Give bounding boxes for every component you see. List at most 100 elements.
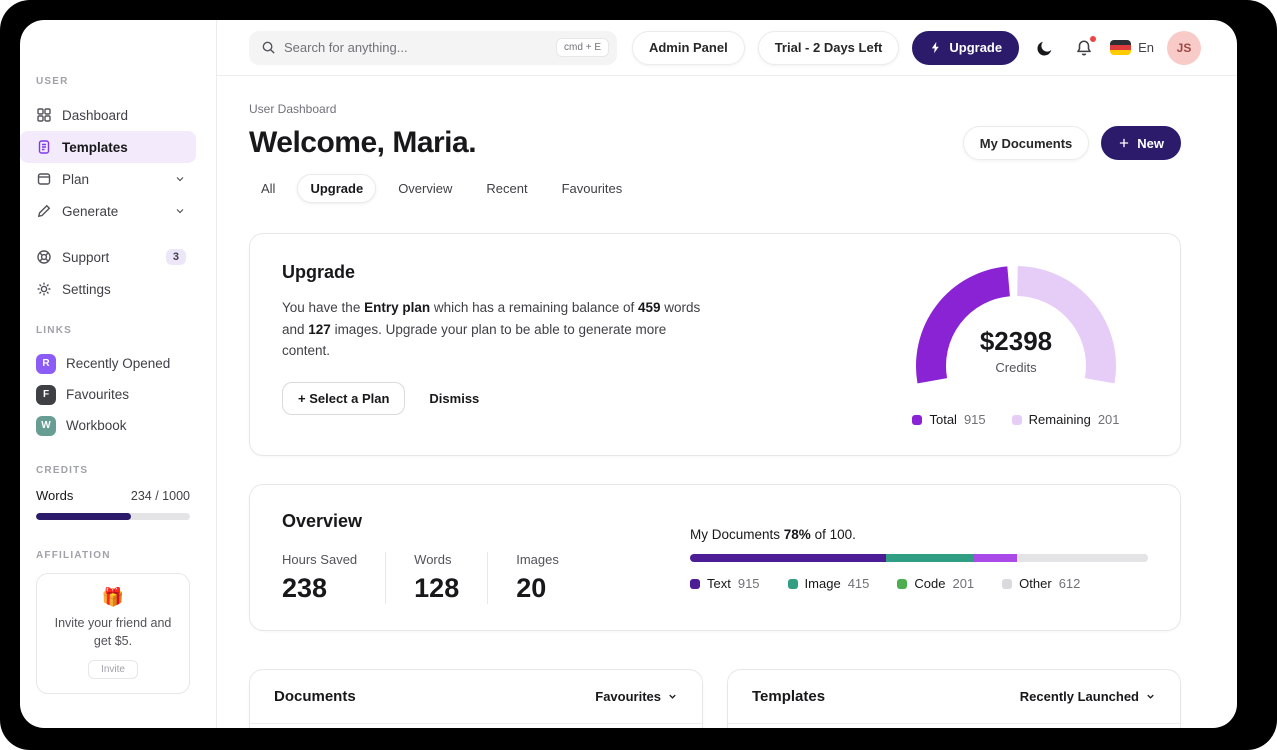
search-input[interactable]: [284, 40, 549, 55]
link-avatar: W: [36, 415, 56, 436]
link-label: Favourites: [66, 387, 130, 402]
language-label: En: [1138, 40, 1154, 55]
new-button[interactable]: New: [1101, 126, 1181, 160]
sidebar-item-label: Plan: [62, 171, 90, 187]
notification-dot: [1090, 35, 1097, 42]
template-list-item[interactable]: Blog Post Title in Workbook: [728, 724, 1180, 728]
documents-progress-title: My Documents 78% of 100.: [690, 527, 856, 542]
sidebar-link-recently-opened[interactable]: R Recently Opened: [20, 348, 206, 379]
legend-swatch: [912, 414, 923, 425]
templates-filter-dropdown[interactable]: Recently Launched: [1020, 689, 1156, 704]
overview-stats: Hours Saved 238 Words 128 Images 20: [282, 552, 642, 604]
stat-value: 128: [414, 573, 460, 603]
dark-mode-toggle[interactable]: [1032, 35, 1058, 61]
my-documents-label: My Documents: [979, 135, 1073, 151]
credits-gauge-chart: $2398 Credits: [906, 262, 1126, 402]
sidebar: USER Dashboard Templates Plan: [20, 20, 217, 728]
overview-card-title: Overview: [282, 511, 363, 531]
legend-value: 201: [952, 576, 975, 591]
tab-favourites[interactable]: Favourites: [550, 175, 635, 202]
dismiss-button[interactable]: Dismiss: [419, 383, 489, 414]
chevron-down-icon: [174, 205, 186, 217]
legend-value: 915: [963, 412, 986, 427]
bar-segment-text: [690, 554, 886, 562]
tab-overview[interactable]: Overview: [386, 175, 464, 202]
legend-item-code: Code 201: [897, 576, 974, 591]
legend-item-other: Other 612: [1002, 576, 1080, 591]
notifications-button[interactable]: [1071, 35, 1097, 61]
sidebar-item-generate[interactable]: Generate: [20, 195, 196, 227]
documents-card: Documents Favourites Untitled Document: [249, 669, 703, 728]
upgrade-card-title: Upgrade: [282, 262, 356, 282]
tab-all[interactable]: All: [249, 175, 287, 202]
admin-panel-button[interactable]: Admin Panel: [631, 30, 745, 65]
documents-progress-block: My Documents 78% of 100. Text 915: [690, 511, 1148, 604]
chevron-down-icon: [1145, 691, 1156, 702]
upgrade-card-actions: + Select a Plan Dismiss: [282, 381, 714, 415]
credits-words-value: 234 / 1000: [130, 488, 190, 503]
trial-status-button[interactable]: Trial - 2 Days Left: [757, 30, 900, 65]
legend-swatch: [897, 578, 908, 589]
sidebar-item-label: Settings: [62, 281, 111, 297]
sidebar-link-workbook[interactable]: W Workbook: [20, 410, 206, 441]
legend-swatch: [690, 578, 700, 589]
templates-card: Templates Recently Launched Blog Post Ti…: [727, 669, 1181, 728]
documents-card-header: Documents Favourites: [250, 670, 702, 724]
sidebar-item-support[interactable]: Support 3: [20, 241, 196, 273]
topbar-actions: Admin Panel Trial - 2 Days Left Upgrade: [631, 30, 1201, 65]
new-button-label: New: [1137, 135, 1164, 151]
sidebar-link-favourites[interactable]: F Favourites: [20, 379, 206, 410]
legend-item-image: Image 415: [787, 576, 870, 591]
affiliation-card: 🎁 Invite your friend and get $5. Invite: [36, 573, 190, 695]
my-documents-button[interactable]: My Documents: [962, 126, 1090, 160]
breadcrumb: User Dashboard: [249, 102, 337, 116]
app-window: USER Dashboard Templates Plan: [20, 20, 1237, 728]
tab-recent[interactable]: Recent: [474, 175, 539, 202]
templates-filter-label: Recently Launched: [1019, 689, 1139, 704]
sidebar-item-settings[interactable]: Settings: [20, 273, 196, 305]
templates-card-title: Templates: [752, 688, 826, 705]
document-list-item[interactable]: Untitled Document in Workbook: [250, 724, 702, 728]
sidebar-item-label: Dashboard: [62, 107, 129, 123]
overview-card: Overview Hours Saved 238 Words 128: [249, 484, 1181, 631]
overview-stats-block: Overview Hours Saved 238 Words 128: [282, 511, 642, 604]
legend-swatch: [787, 578, 798, 589]
legend-value: 415: [847, 576, 870, 591]
templates-file-icon: [36, 139, 52, 155]
select-plan-button[interactable]: + Select a Plan: [282, 381, 406, 415]
upgrade-card: Upgrade You have the Entry plan which ha…: [249, 233, 1181, 456]
upgrade-button[interactable]: Upgrade: [912, 30, 1020, 65]
link-avatar: R: [36, 353, 56, 374]
legend-label: Code: [914, 576, 946, 591]
sidebar-item-label: Templates: [62, 139, 128, 155]
link-avatar: F: [36, 384, 56, 405]
search-bar[interactable]: cmd + E: [249, 30, 617, 65]
stat-label: Words: [414, 552, 452, 567]
sidebar-section-links-label: LINKS: [36, 325, 72, 336]
legend-swatch: [1002, 578, 1013, 589]
invite-button[interactable]: Invite: [88, 660, 138, 680]
stat-value: 20: [516, 573, 547, 603]
support-count-badge: 3: [165, 249, 186, 265]
user-avatar[interactable]: JS: [1167, 30, 1201, 65]
tab-upgrade[interactable]: Upgrade: [297, 174, 377, 203]
progress-legend: Text 915 Image 415 Code 20: [690, 576, 1148, 591]
sidebar-item-plan[interactable]: Plan: [20, 163, 196, 195]
documents-filter-dropdown[interactable]: Favourites: [595, 689, 678, 704]
dashboard-grid-icon: [36, 107, 52, 123]
lightning-icon: [929, 41, 942, 54]
plan-icon: [36, 171, 52, 187]
main-column: cmd + E Admin Panel Trial - 2 Days Left …: [217, 20, 1237, 728]
legend-item-total: Total 915: [912, 412, 986, 427]
language-switcher[interactable]: En: [1110, 40, 1154, 55]
gauge-credits-value: $2398: [979, 326, 1053, 356]
stat-words: Words 128: [385, 552, 459, 604]
sidebar-item-templates[interactable]: Templates: [20, 131, 196, 163]
sidebar-item-label: Support: [62, 249, 110, 265]
sidebar-item-dashboard[interactable]: Dashboard: [20, 99, 196, 131]
sidebar-section-credits-label: CREDITS: [36, 465, 89, 476]
page-content: User Dashboard Welcome, Maria. My Docume…: [217, 76, 1237, 728]
tabs: All Upgrade Overview Recent Favourites: [249, 174, 1181, 203]
stacked-progress-bar: [690, 554, 1148, 562]
